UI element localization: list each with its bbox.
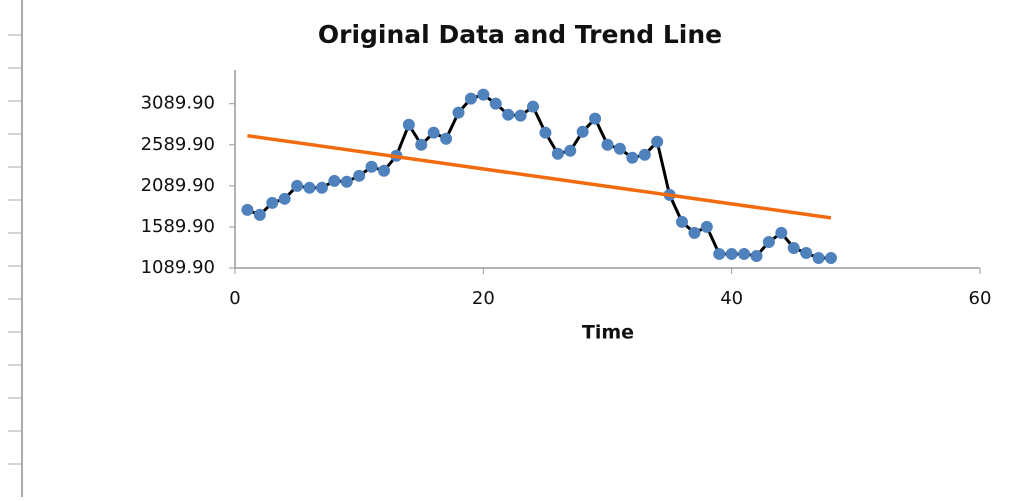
data-point	[613, 142, 626, 155]
data-point	[775, 226, 788, 239]
data-point	[551, 147, 564, 160]
data-point	[328, 174, 341, 187]
data-point	[688, 226, 701, 239]
x-axis-label: Time	[582, 322, 634, 344]
data-point	[253, 208, 266, 221]
data-point	[812, 251, 825, 264]
data-point	[825, 251, 837, 264]
data-point	[303, 181, 316, 194]
data-point	[477, 88, 490, 101]
data-point	[440, 132, 453, 145]
y-tick-label: 1589.90	[141, 216, 215, 237]
data-point	[415, 138, 428, 151]
sheet-edge	[8, 0, 23, 497]
data-point	[315, 181, 328, 194]
data-point	[676, 215, 688, 228]
data-point	[278, 192, 291, 205]
data-point	[489, 97, 502, 110]
data-point	[266, 196, 279, 209]
data-point	[576, 125, 589, 138]
data-point	[700, 220, 713, 233]
data-point	[241, 203, 254, 216]
data-point	[626, 151, 639, 164]
x-tick-label: 20	[472, 288, 495, 309]
data-point	[750, 249, 763, 262]
data-point	[725, 247, 738, 260]
y-tick-label: 1089.90	[141, 257, 215, 278]
data-point	[800, 246, 813, 259]
x-tick-label: 40	[720, 288, 743, 309]
trend-line	[247, 133, 832, 220]
data-point	[601, 138, 614, 151]
data-point	[340, 175, 353, 188]
x-tick-label: 60	[969, 288, 992, 309]
y-tick-label: 3089.90	[141, 93, 215, 114]
data-point	[589, 112, 602, 125]
data-point	[564, 144, 577, 157]
y-tick-label: 2589.90	[141, 134, 215, 155]
data-point	[291, 179, 304, 192]
data-point	[514, 109, 527, 122]
data-point	[464, 92, 477, 105]
data-point	[713, 247, 726, 260]
data-point	[378, 164, 390, 177]
data-point	[365, 160, 378, 173]
data-point	[638, 148, 651, 161]
data-point	[452, 106, 465, 119]
data-point	[762, 235, 775, 248]
data-point	[427, 126, 440, 139]
data-point	[539, 126, 552, 139]
data-point	[527, 100, 539, 113]
x-tick-label: 0	[229, 288, 240, 309]
data-point	[353, 169, 366, 182]
data-point	[402, 118, 415, 131]
data-point	[787, 241, 800, 254]
chart-title: Original Data and Trend Line	[318, 20, 722, 49]
y-tick-label: 2089.90	[141, 175, 215, 196]
data-point	[651, 135, 664, 148]
data-point	[738, 247, 751, 260]
data-point	[502, 108, 515, 121]
